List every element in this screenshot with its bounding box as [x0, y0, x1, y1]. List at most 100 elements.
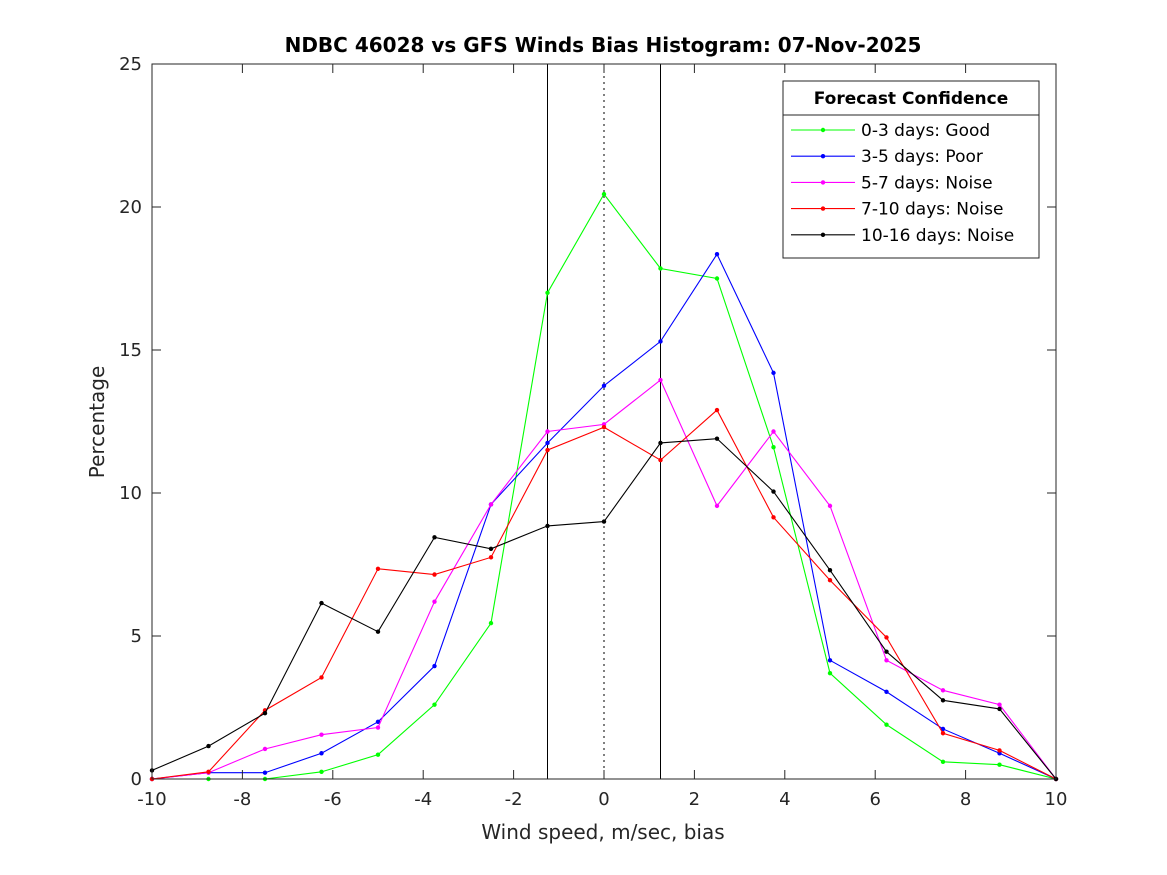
data-point-1-7 — [545, 440, 550, 446]
data-point-0-6 — [488, 620, 494, 626]
legend-box — [782, 80, 1040, 259]
legend-swatch-marker-1 — [820, 154, 826, 159]
data-point-1-4 — [375, 719, 381, 724]
y-axis-label: Percentage — [85, 366, 109, 479]
data-point-4-2 — [262, 711, 268, 716]
data-point-1-3 — [319, 751, 324, 756]
data-point-0-14 — [940, 759, 946, 765]
x-axis-label: Wind speed, m/sec, bias — [481, 820, 724, 844]
chart-title: NDBC 46028 vs GFS Winds Bias Histogram: … — [285, 33, 922, 57]
x-tick-label-7: 4 — [779, 789, 790, 810]
legend-entry-1: 3-5 days: Poor — [861, 147, 983, 167]
data-point-1-12 — [827, 658, 833, 663]
data-point-1-9 — [658, 339, 663, 344]
data-point-2-3 — [319, 732, 324, 737]
data-point-0-11 — [771, 445, 776, 450]
data-point-0-4 — [375, 752, 381, 757]
data-point-4-4 — [375, 629, 381, 634]
data-point-4-10 — [714, 436, 720, 441]
legend-entry-4: 10-16 days: Noise — [861, 226, 1014, 246]
data-point-3-5 — [432, 572, 437, 577]
data-point-4-12 — [827, 568, 833, 573]
data-point-4-11 — [771, 489, 776, 494]
data-point-3-7 — [545, 447, 550, 453]
data-point-3-6 — [488, 555, 494, 560]
series-layer — [149, 191, 1059, 782]
y-tick-label-0: 0 — [131, 769, 142, 790]
data-point-4-9 — [658, 440, 663, 446]
data-point-1-11 — [771, 370, 776, 376]
legend-title: Forecast Confidence — [814, 89, 1009, 109]
x-tick-label-4: -2 — [505, 789, 523, 810]
legend-swatch-marker-0 — [820, 127, 826, 133]
data-point-0-3 — [319, 769, 324, 775]
x-tick-label-1: -8 — [233, 789, 251, 810]
legend-entry-0: 0-3 days: Good — [861, 121, 990, 141]
data-point-2-12 — [827, 503, 833, 509]
data-point-2-11 — [771, 429, 776, 434]
y-tick-label-3: 15 — [119, 340, 142, 361]
legend: Forecast Confidence 0-3 days: Good 3-5 day… — [782, 80, 1040, 259]
data-point-3-9 — [658, 457, 663, 463]
data-point-2-2 — [262, 746, 268, 752]
data-point-2-10 — [714, 503, 720, 509]
data-point-3-3 — [319, 675, 324, 680]
data-point-3-10 — [714, 407, 720, 413]
data-point-0-15 — [997, 762, 1002, 767]
data-point-4-15 — [997, 706, 1002, 712]
tick-labels: -10 -8 -6 -4 -2 0 2 4 6 8 10 0 5 10 15 20 25 — [119, 54, 1067, 810]
data-point-4-6 — [488, 546, 494, 551]
data-point-4-5 — [432, 535, 437, 540]
data-point-3-13 — [884, 635, 889, 640]
data-point-4-14 — [940, 698, 946, 703]
data-point-2-7 — [545, 429, 550, 434]
x-tick-label-9: 8 — [960, 789, 971, 810]
data-point-1-14 — [940, 726, 946, 732]
y-tick-label-2: 10 — [119, 483, 142, 504]
data-point-0-9 — [658, 266, 663, 271]
data-point-3-8 — [601, 425, 607, 430]
legend-swatch-marker-3 — [820, 206, 826, 211]
data-point-4-8 — [601, 519, 607, 524]
data-point-2-6 — [488, 502, 494, 507]
data-point-3-4 — [375, 566, 381, 571]
data-point-0-8 — [601, 191, 607, 197]
data-point-1-2 — [262, 770, 268, 775]
data-point-1-10 — [714, 251, 720, 257]
data-point-3-15 — [997, 748, 1002, 753]
x-tick-label-2: -6 — [324, 789, 342, 810]
data-point-1-13 — [884, 689, 889, 694]
y-tick-label-5: 25 — [119, 54, 142, 75]
data-point-1-8 — [601, 383, 607, 388]
data-point-4-13 — [884, 649, 889, 654]
data-point-0-12 — [827, 670, 833, 676]
x-tick-label-10: 10 — [1045, 789, 1068, 810]
data-point-3-14 — [940, 731, 946, 736]
legend-entry-3: 7-10 days: Noise — [861, 200, 1003, 220]
x-tick-label-5: 0 — [598, 789, 609, 810]
legend-swatch-marker-2 — [820, 180, 826, 185]
data-point-2-9 — [658, 377, 663, 383]
data-point-4-7 — [545, 523, 550, 529]
y-tick-label-1: 5 — [131, 626, 142, 647]
data-point-2-14 — [940, 688, 946, 693]
y-tick-label-4: 20 — [119, 197, 142, 218]
data-point-3-11 — [771, 515, 776, 520]
data-point-1-5 — [432, 663, 437, 669]
data-point-0-13 — [884, 722, 889, 727]
data-point-3-12 — [827, 578, 833, 583]
data-point-4-3 — [319, 600, 324, 606]
data-point-3-1 — [206, 769, 211, 775]
x-tick-label-0: -10 — [137, 789, 166, 810]
data-point-0-7 — [545, 290, 550, 295]
data-point-2-13 — [884, 658, 889, 663]
x-tick-label-3: -4 — [414, 789, 432, 810]
data-point-0-5 — [432, 702, 437, 707]
legend-swatch-marker-4 — [820, 232, 826, 237]
axes-frame — [151, 63, 1057, 780]
data-point-2-5 — [432, 599, 437, 604]
x-tick-label-6: 2 — [689, 789, 700, 810]
data-point-4-1 — [206, 743, 211, 749]
data-point-2-4 — [375, 725, 381, 730]
